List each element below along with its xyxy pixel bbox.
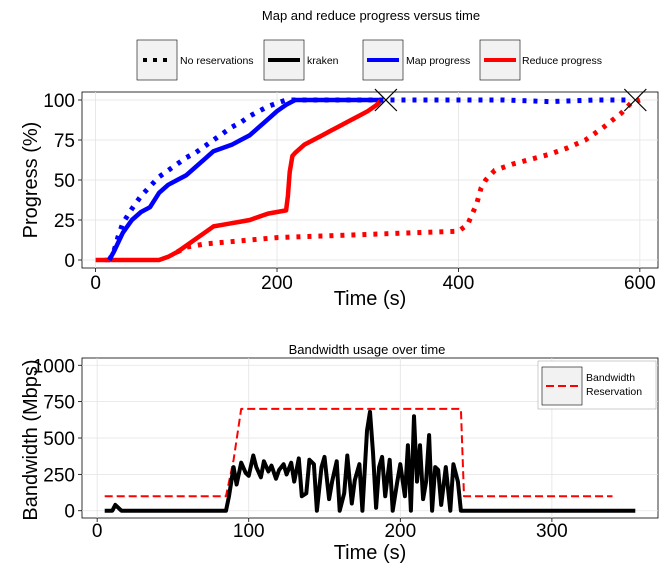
chart1-grid <box>82 92 658 268</box>
series-reduce-no-reservations <box>176 97 641 255</box>
x-tick-label: 300 <box>536 521 568 542</box>
legend-label-bandwidth: Bandwidth Reservation <box>586 372 642 398</box>
chart2-ylabel: Bandwidth (Mbps) <box>20 359 42 520</box>
y-tick-label: 250 <box>43 465 75 486</box>
x-tick-label: 400 <box>443 273 475 294</box>
y-tick-label: 500 <box>43 429 75 450</box>
y-tick-label: 25 <box>54 211 75 232</box>
y-tick-label: 50 <box>54 171 75 192</box>
chart1-markers <box>374 88 647 112</box>
chart2-legend: Bandwidth Reservation <box>537 360 657 410</box>
x-tick-label: 100 <box>233 521 265 542</box>
x-marker <box>374 88 398 112</box>
chart1-title: Map and reduce progress versus time <box>262 8 480 23</box>
legend-label-map-progress: Map progress <box>406 55 470 67</box>
x-tick-label: 200 <box>261 273 293 294</box>
chart1-axes: 0 25 50 75 100 0 200 400 600 <box>43 91 655 294</box>
legend-label-kraken: kraken <box>307 55 339 67</box>
x-tick-label: 200 <box>384 521 416 542</box>
series-reservation-dashed <box>104 407 613 498</box>
chart2-title: Bandwidth usage over time <box>289 342 446 357</box>
legend-label-no-reservations: No reservations <box>180 55 254 67</box>
y-tick-label: 75 <box>54 131 75 152</box>
y-tick-label: 750 <box>43 393 75 414</box>
y-tick-label: 1000 <box>33 356 75 377</box>
chart2-axes: 0 250 500 750 1000 0 100 200 300 <box>33 356 568 542</box>
chart1-ylabel: Progress (%) <box>20 122 42 239</box>
series-reduce-kraken <box>95 98 383 263</box>
x-marker-stroke <box>374 88 398 112</box>
y-tick-label: 100 <box>43 91 75 112</box>
x-marker-stroke <box>623 88 647 112</box>
legend-label-reduce-progress: Reduce progress <box>522 55 602 67</box>
chart1-series <box>95 97 641 263</box>
x-tick-label: 0 <box>90 273 101 294</box>
x-tick-label: 600 <box>624 273 656 294</box>
chart2-series <box>104 407 636 513</box>
x-marker <box>623 88 647 112</box>
x-tick-label: 0 <box>92 521 103 542</box>
y-tick-label: 0 <box>64 502 75 523</box>
series-usage-solid <box>104 409 636 513</box>
chart2-xlabel: Time (s) <box>334 542 407 563</box>
chart1-legend: No reservations kraken Map progress Redu… <box>136 39 602 81</box>
series-map-no-reservations <box>107 97 631 262</box>
chart1-xlabel: Time (s) <box>334 288 407 310</box>
y-tick-label: 0 <box>64 251 75 272</box>
